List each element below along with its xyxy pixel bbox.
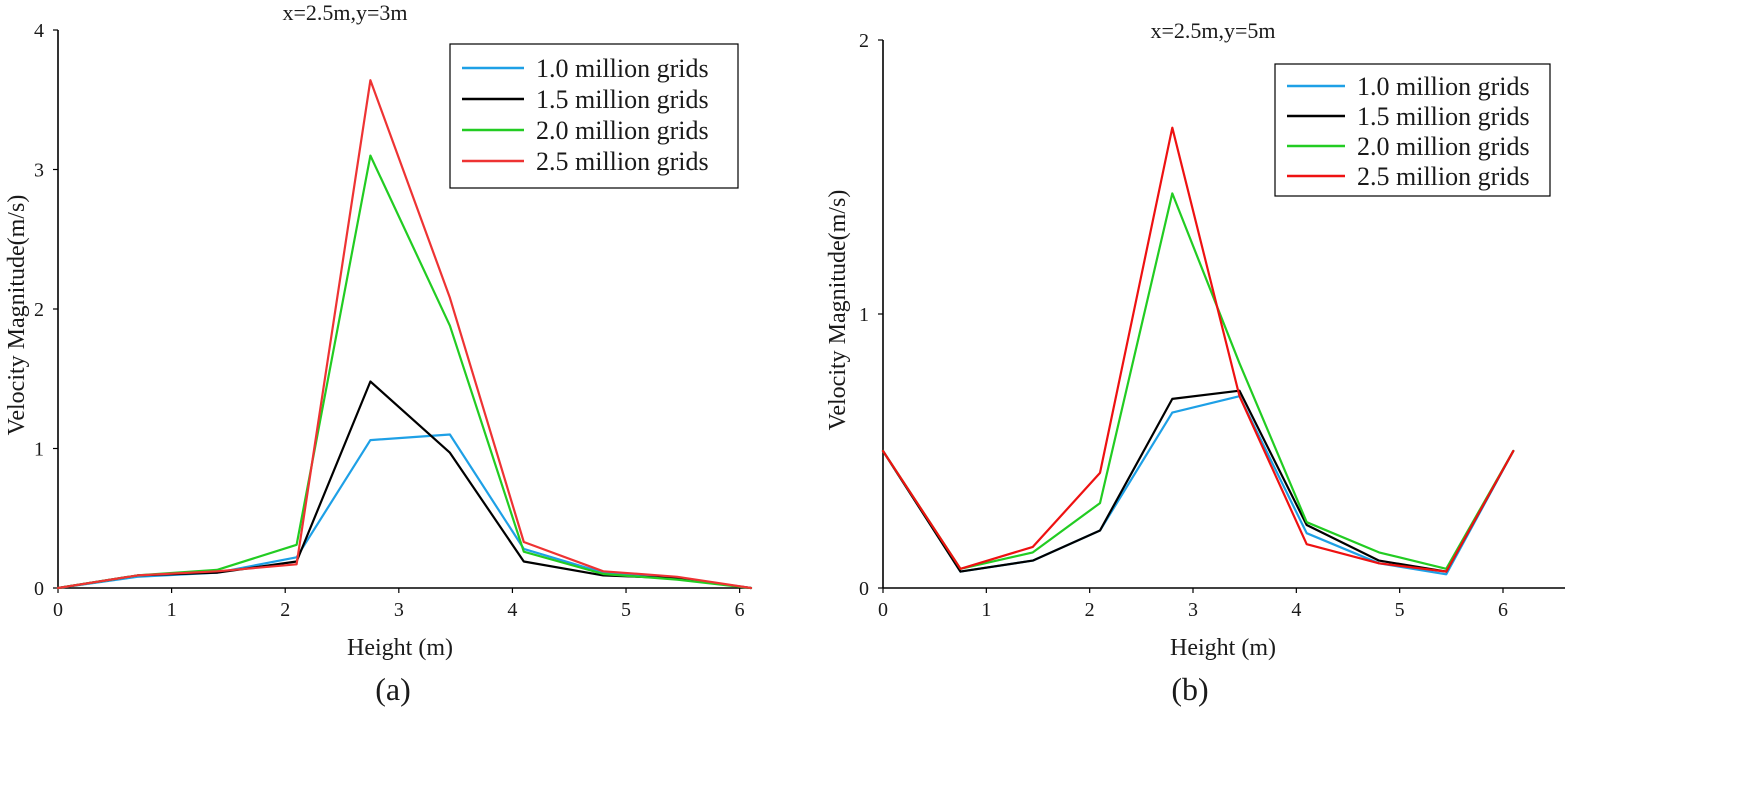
y-tick-label: 0	[859, 578, 869, 600]
y-tick-label: 0	[34, 578, 44, 600]
series-line-4	[881, 126, 1515, 573]
series-line-1	[56, 433, 753, 590]
legend-label: 2.5 million grids	[1357, 162, 1530, 191]
chart-a-title: x=2.5m,y=3m	[282, 0, 407, 25]
x-tick-label: 4	[1291, 599, 1301, 621]
y-tick-label: 2	[34, 299, 44, 321]
x-tick-label: 4	[507, 599, 517, 621]
legend-label: 1.5 million grids	[536, 85, 709, 114]
x-tick-label: 2	[280, 599, 290, 621]
legend-label: 1.5 million grids	[1357, 102, 1530, 131]
chart-a-xlabel: Height (m)	[347, 635, 453, 661]
y-tick-label: 2	[859, 30, 869, 52]
series-line-3	[881, 192, 1515, 570]
series-line-1	[881, 395, 1515, 576]
x-tick-label: 0	[878, 599, 888, 621]
legend-label: 1.0 million grids	[536, 54, 709, 83]
x-tick-label: 3	[1188, 599, 1198, 621]
series-line-3	[56, 154, 753, 590]
x-tick-label: 3	[394, 599, 404, 621]
chart-a-panel-label: (a)	[375, 671, 411, 707]
y-tick-label: 1	[859, 304, 869, 326]
chart-b: x=2.5m,y=5m 0 1 2 0 1 2 3 4 5 6 Height (m) Veloc…	[825, 18, 1565, 707]
legend-label: 2.0 million grids	[1357, 132, 1530, 161]
x-tick-label: 1	[167, 599, 177, 621]
y-tick-label: 4	[34, 20, 44, 42]
chart-b-xlabel: Height (m)	[1170, 635, 1276, 661]
x-tick-label: 1	[981, 599, 991, 621]
x-tick-label: 5	[621, 599, 631, 621]
legend-label: 1.0 million grids	[1357, 72, 1530, 101]
x-tick-label: 0	[53, 599, 63, 621]
chart-b-panel-label: (b)	[1171, 671, 1208, 707]
chart-a-ylabel: Velocity Magnitude(m/s)	[4, 195, 30, 436]
x-tick-label: 6	[735, 599, 745, 621]
chart-b-ylabel: Velocity Magnitude(m/s)	[825, 190, 851, 431]
y-tick-label: 3	[34, 160, 44, 182]
legend-label: 2.5 million grids	[536, 147, 709, 176]
chart-a: x=2.5m,y=3m 0 1 2 3 4 0 1 2 3 4 5 6 Height (m) Vel…	[4, 0, 753, 707]
x-tick-label: 6	[1498, 599, 1508, 621]
legend-label: 2.0 million grids	[536, 116, 709, 145]
series-line-2	[881, 389, 1515, 573]
chart-b-title: x=2.5m,y=5m	[1150, 18, 1275, 43]
x-tick-label: 5	[1395, 599, 1405, 621]
series-line-4	[56, 79, 753, 590]
x-tick-label: 2	[1085, 599, 1095, 621]
series-line-2	[56, 380, 753, 590]
y-tick-label: 1	[34, 439, 44, 461]
